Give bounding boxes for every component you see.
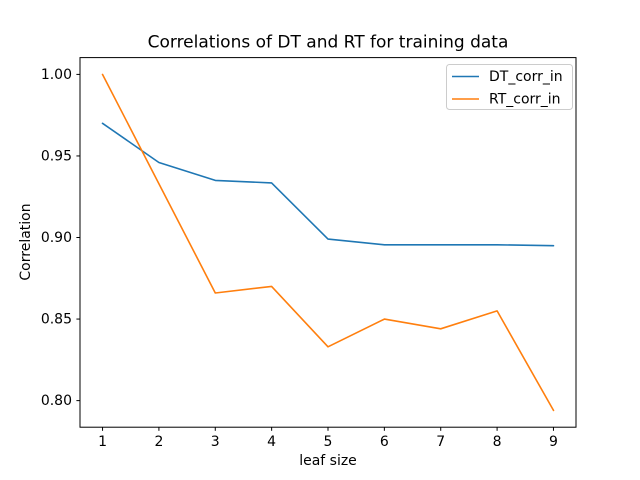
legend: DT_corr_in RT_corr_in xyxy=(446,64,573,110)
x-axis-label: leaf size xyxy=(299,453,357,469)
y-tick-label: 0.95 xyxy=(41,148,72,164)
x-tick-label: 9 xyxy=(549,434,558,450)
x-tick-label: 4 xyxy=(267,434,276,450)
x-tick-label: 8 xyxy=(493,434,502,450)
y-tick-label: 0.90 xyxy=(41,230,72,246)
axes-ticks: 1 2 3 4 5 6 7 8 9 0.80 0.85 0.90 0.95 1.00 xyxy=(41,67,558,450)
axes-border xyxy=(79,57,577,428)
x-tick-label: 1 xyxy=(98,434,107,450)
chart-title: Correlations of DT and RT for training d… xyxy=(148,33,509,53)
series-lines xyxy=(101,73,555,412)
y-tick-label: 0.80 xyxy=(41,393,72,409)
y-tick-label: 1.00 xyxy=(41,67,72,83)
x-tick-label: 5 xyxy=(324,434,333,450)
series-line-rt-corr-in xyxy=(101,73,555,412)
y-tick-label: 0.85 xyxy=(41,312,72,328)
y-axis-label: Correlation xyxy=(18,203,34,280)
x-tick-label: 3 xyxy=(211,434,220,450)
legend-label-rt: RT_corr_in xyxy=(489,92,561,108)
x-tick-label: 2 xyxy=(154,434,163,450)
legend-label-dt: DT_corr_in xyxy=(489,69,563,85)
x-tick-label: 7 xyxy=(436,434,445,450)
series-line-dt-corr-in xyxy=(101,122,555,247)
x-tick-label: 6 xyxy=(380,434,389,450)
